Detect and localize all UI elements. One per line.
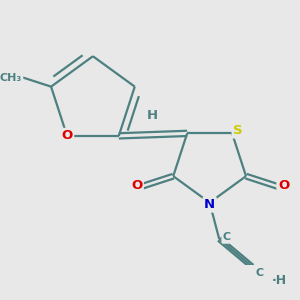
- Text: O: O: [131, 179, 142, 192]
- Text: S: S: [233, 124, 243, 137]
- Text: ·H: ·H: [272, 274, 286, 286]
- Text: C: C: [223, 232, 231, 242]
- Text: H: H: [147, 109, 158, 122]
- Text: N: N: [204, 198, 215, 211]
- Text: O: O: [61, 129, 73, 142]
- Text: O: O: [278, 179, 289, 192]
- Text: C: C: [256, 268, 264, 278]
- Text: CH₃: CH₃: [0, 73, 22, 83]
